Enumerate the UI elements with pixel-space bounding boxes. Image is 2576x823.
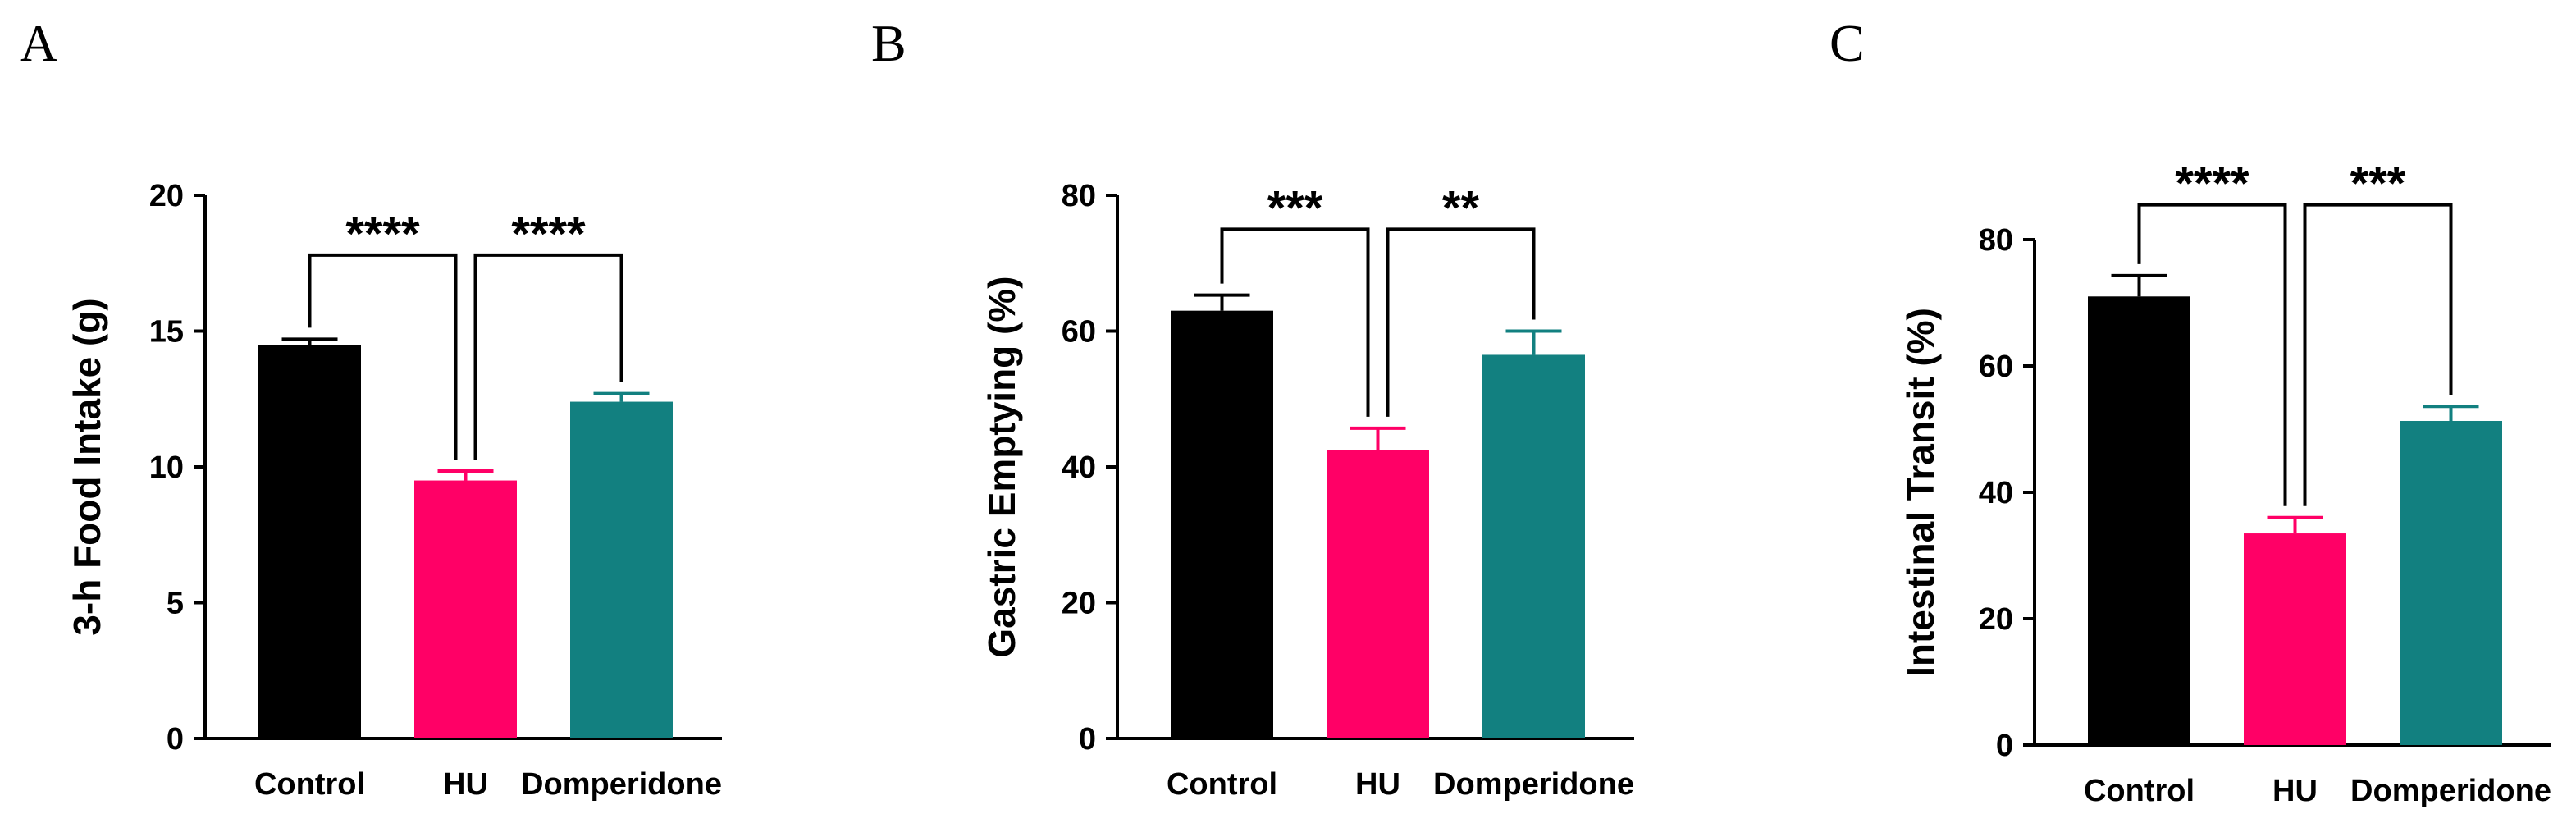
significance-label: ** bbox=[1442, 181, 1480, 235]
bar-domperidone bbox=[2400, 420, 2502, 745]
significance-label: *** bbox=[1267, 181, 1323, 235]
bar-control bbox=[258, 345, 361, 738]
x-tick-label: HU bbox=[443, 767, 488, 802]
y-tick-label: 15 bbox=[149, 315, 184, 350]
bar-hu bbox=[2244, 533, 2346, 745]
significance-bracket bbox=[2303, 203, 2453, 506]
y-tick-label: 10 bbox=[149, 450, 184, 485]
y-tick-label: 40 bbox=[1062, 450, 1096, 485]
bar-control bbox=[1171, 310, 1273, 738]
x-tick-label: Domperidone bbox=[1433, 767, 1634, 802]
bar-hu bbox=[1327, 450, 1429, 738]
panel-b: B Gastric Emptying (%) 0 20 40 60 80 Control H… bbox=[871, 14, 1634, 802]
significance-bracket bbox=[1220, 227, 1370, 417]
bar-control bbox=[2088, 296, 2190, 745]
y-tick-label: 0 bbox=[1996, 729, 2013, 763]
y-tick-label: 40 bbox=[1979, 476, 2013, 510]
y-tick-label: 80 bbox=[1062, 179, 1096, 213]
plot-area: 0 5 10 15 20 Control HU Domperidone **** **** bbox=[149, 179, 722, 802]
x-tick-label: HU bbox=[1355, 767, 1400, 802]
y-axis-label: Intestinal Transit (%) bbox=[1899, 308, 1942, 677]
x-tick-label: Control bbox=[254, 767, 365, 802]
significance-label: **** bbox=[2175, 158, 2249, 211]
y-tick-label: 0 bbox=[1079, 722, 1096, 757]
bar-domperidone bbox=[570, 401, 673, 738]
panel-c: C Intestinal Transit (%) 0 20 40 60 80 Contro… bbox=[1829, 14, 2551, 808]
x-tick-label: Domperidone bbox=[2350, 774, 2551, 808]
y-tick-label: 60 bbox=[1062, 315, 1096, 350]
significance-bracket bbox=[308, 253, 458, 460]
significance-bracket bbox=[473, 253, 623, 460]
y-tick-label: 80 bbox=[1979, 223, 2013, 258]
y-tick-label: 20 bbox=[1979, 602, 2013, 637]
bar-hu bbox=[414, 480, 517, 738]
bar-domperidone bbox=[1482, 354, 1585, 738]
significance-bracket bbox=[1386, 227, 1536, 417]
panel-letter: B bbox=[871, 14, 907, 72]
significance-label: *** bbox=[2350, 158, 2406, 211]
y-tick-label: 20 bbox=[149, 179, 184, 213]
x-tick-label: HU bbox=[2272, 774, 2318, 808]
panel-letter: A bbox=[20, 14, 57, 72]
y-tick-label: 0 bbox=[167, 722, 184, 757]
significance-label: **** bbox=[511, 208, 586, 261]
significance-label: **** bbox=[345, 208, 420, 261]
x-tick-label: Domperidone bbox=[521, 767, 722, 802]
x-tick-label: Control bbox=[1167, 767, 1277, 802]
y-tick-label: 5 bbox=[167, 587, 184, 621]
y-axis-label: Gastric Emptying (%) bbox=[980, 276, 1023, 657]
y-tick-label: 60 bbox=[1979, 350, 2013, 384]
panel-a: A 3-h Food Intake (g) 0 5 10 15 20 Control HU D… bbox=[20, 14, 722, 802]
significance-bracket bbox=[2137, 203, 2287, 506]
y-tick-label: 20 bbox=[1062, 587, 1096, 621]
x-tick-label: Control bbox=[2084, 774, 2195, 808]
panel-letter: C bbox=[1829, 14, 1865, 72]
y-axis-label: 3-h Food Intake (g) bbox=[66, 298, 108, 635]
